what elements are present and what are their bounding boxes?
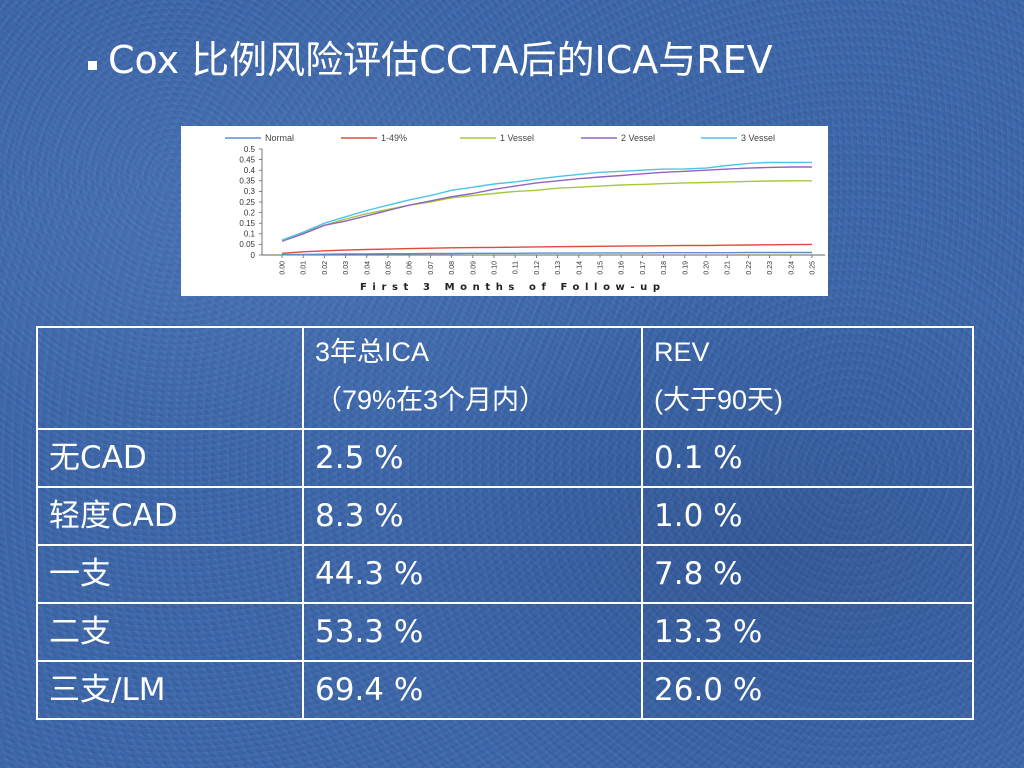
table-row: 轻度CAD 8.3 % 1.0 % — [36, 486, 974, 546]
x-tick-label: 0.11 — [513, 261, 520, 274]
x-tick-label: 0.09 — [470, 261, 477, 275]
series-line-1-49 — [281, 243, 813, 254]
header-ica-title: 3年总ICA — [315, 337, 430, 367]
rev-value-cell: 7.8 % — [641, 544, 974, 604]
table-row: 一支 44.3 % 7.8 % — [36, 544, 974, 604]
row-label-cell: 三支/LM — [36, 660, 304, 720]
y-tick-label: 0.5 — [244, 145, 256, 154]
x-tick-label: 0.07 — [428, 261, 435, 275]
y-tick-label: 0 — [251, 251, 256, 260]
rev-value-cell: 26.0 % — [641, 660, 974, 720]
table-row: 无CAD 2.5 % 0.1 % — [36, 428, 974, 488]
legend-label-2-vessel: 2 Vessel — [621, 133, 655, 143]
ica-value-cell: 69.4 % — [302, 660, 643, 720]
x-tick-label: 0.00 — [280, 261, 287, 275]
square-bullet-icon — [88, 61, 97, 70]
x-tick-label: 0.20 — [704, 261, 711, 275]
header-cell-category — [36, 326, 304, 430]
legend-item-normal: Normal — [225, 133, 294, 143]
x-tick-label: 0.03 — [343, 261, 350, 275]
x-tick-label: 0.10 — [492, 261, 499, 275]
ica-value-cell: 2.5 % — [302, 428, 643, 488]
ica-value-cell: 53.3 % — [302, 602, 643, 662]
x-tick-label: 0.18 — [661, 261, 668, 275]
results-table: 3年总ICA （79%在3个月内） REV (大于90天) 无CAD 2.5 %… — [36, 326, 974, 720]
ica-value-cell: 8.3 % — [302, 486, 643, 546]
legend-label-normal: Normal — [265, 133, 294, 143]
y-tick-label: 0.3 — [244, 187, 256, 196]
header-cell-rev: REV (大于90天) — [641, 326, 974, 430]
legend-label-1-vessel: 1 Vessel — [500, 133, 534, 143]
x-tick-label: 0.15 — [598, 261, 605, 275]
x-tick-label: 0.14 — [576, 261, 583, 275]
series-line-2-vessel — [281, 166, 812, 242]
y-tick-label: 0.25 — [239, 198, 255, 207]
rev-value-cell: 1.0 % — [641, 486, 974, 546]
x-tick-label: 0.05 — [386, 261, 393, 275]
rev-value-cell: 13.3 % — [641, 602, 974, 662]
header-rev-note: (大于90天) — [654, 385, 784, 415]
y-tick-label: 0.15 — [239, 219, 255, 228]
legend-label-3-vessel: 3 Vessel — [741, 133, 775, 143]
x-tick-label: 0.17 — [640, 261, 647, 275]
header-cell-ica: 3年总ICA （79%在3个月内） — [302, 326, 643, 430]
y-tick-label: 0.1 — [244, 230, 256, 239]
table-row: 三支/LM 69.4 % 26.0 % — [36, 660, 974, 720]
x-tick-label: 0.24 — [788, 261, 795, 275]
x-tick-label: 0.19 — [682, 261, 689, 275]
table-row: 二支 53.3 % 13.3 % — [36, 602, 974, 662]
x-tick-label: 0.01 — [301, 261, 308, 275]
y-tick-label: 0.4 — [244, 166, 256, 175]
series-line-3-vessel — [281, 161, 812, 241]
x-tick-label: 0.21 — [725, 261, 732, 275]
x-tick-label: 0.16 — [619, 261, 626, 275]
ica-value-cell: 44.3 % — [302, 544, 643, 604]
x-tick-label: 0.08 — [449, 261, 456, 275]
slide-title: Cox 比例风险评估CCTA后的ICA与REV — [108, 38, 773, 82]
row-label-cell: 轻度CAD — [36, 486, 304, 546]
table-header-row: 3年总ICA （79%在3个月内） REV (大于90天) — [36, 326, 974, 430]
x-tick-label: 0.13 — [555, 261, 562, 275]
chart-legend: Normal 1-49% 1 Vessel 2 Vessel 3 Vessel — [225, 133, 775, 143]
row-label-cell: 二支 — [36, 602, 304, 662]
row-label-cell: 无CAD — [36, 428, 304, 488]
legend-item-2-vessel: 2 Vessel — [581, 133, 655, 143]
legend-label-1-49: 1-49% — [381, 133, 407, 143]
x-tick-label: 0.23 — [767, 261, 774, 275]
y-tick-label: 0.35 — [239, 177, 255, 186]
legend-item-1-49: 1-49% — [341, 133, 407, 143]
rev-value-cell: 0.1 % — [641, 428, 974, 488]
series-line-normal — [281, 251, 812, 256]
x-tick-label: 0.25 — [810, 261, 817, 275]
y-tick-label: 0.2 — [244, 208, 256, 217]
x-tick-label: 0.06 — [407, 261, 414, 275]
x-axis-title: First 3 Months of Follow-up — [360, 282, 660, 293]
legend-item-1-vessel: 1 Vessel — [460, 133, 534, 143]
header-ica-note: （79%在3个月内） — [315, 385, 547, 415]
x-tick-label: 0.12 — [534, 261, 541, 275]
legend-item-3-vessel: 3 Vessel — [701, 133, 775, 143]
y-tick-label: 0.05 — [239, 240, 255, 249]
x-tick-label: 0.22 — [746, 261, 753, 275]
x-tick-label: 0.02 — [322, 261, 329, 275]
row-label-cell: 一支 — [36, 544, 304, 604]
y-tick-label: 0.45 — [239, 155, 255, 164]
header-rev-title: REV — [654, 337, 710, 367]
series-line-1-vessel — [281, 180, 812, 241]
x-tick-label: 0.04 — [364, 261, 371, 275]
cumulative-incidence-chart: Normal 1-49% 1 Vessel 2 Vessel 3 Vessel 0 0.05… — [181, 126, 828, 296]
